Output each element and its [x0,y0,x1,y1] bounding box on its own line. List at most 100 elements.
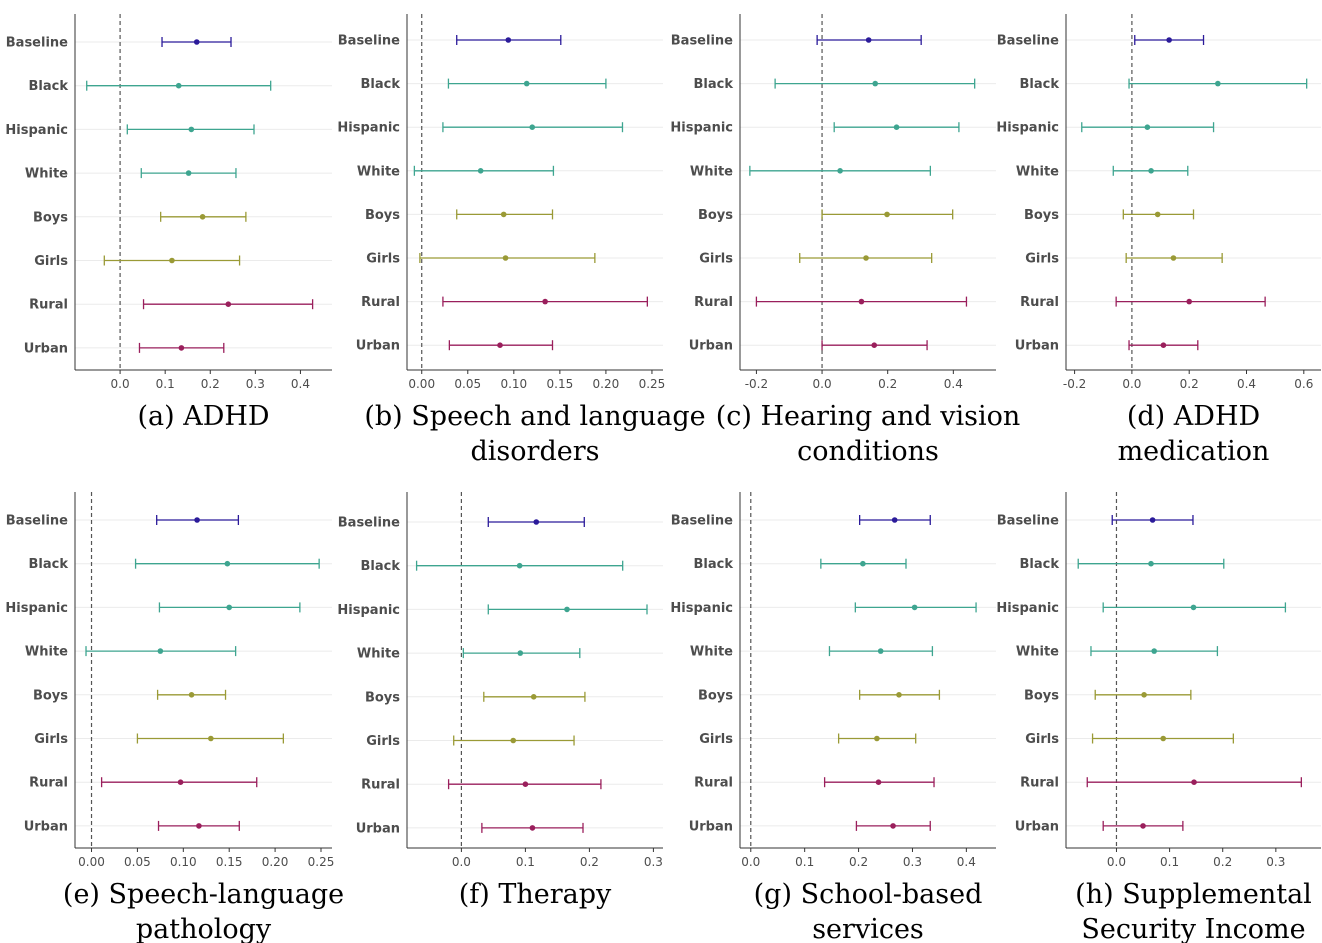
x-tick-label: 0.2 [878,377,897,391]
x-tick-label: -0.2 [745,377,768,391]
point-estimate [502,255,509,261]
point-estimate [884,211,890,218]
point-estimate [157,648,164,654]
category-label: Hispanic [670,121,733,136]
point-estimate [1191,779,1197,785]
category-label: Baseline [997,514,1059,529]
point-estimate [194,517,200,523]
category-label: Rural [29,776,68,791]
category-label: Rural [694,776,733,791]
category-label: Girls [34,254,68,269]
panel-b: 0.00 0.05 0.10 0.15 0.20 0.25 Baseline Black His… [337,14,706,467]
category-label: Rural [694,295,733,310]
category-label: Girls [366,252,400,267]
category-label: Boys [1024,208,1059,223]
x-tick-label: 0.0 [1107,855,1126,869]
point-estimate [529,124,536,130]
x-tick-label: 0.3 [903,855,922,869]
point-estimate [510,737,517,744]
point-estimate [865,37,872,43]
point-estimate [505,37,512,43]
point-estimate [872,80,879,87]
x-tick-label: 0.4 [944,377,963,391]
category-label: White [357,164,400,179]
category-label: Boys [698,688,733,703]
category-label: Black [361,77,401,92]
x-tick-label: 0.2 [580,855,599,869]
category-label: Urban [1015,339,1059,354]
x-tick-label: 0.25 [308,855,335,869]
category-label: Urban [689,339,733,354]
x-tick-label: 0.15 [547,377,574,391]
category-label: Black [1020,77,1060,92]
panel-caption: (g) School-based [754,879,983,910]
category-label: Rural [1020,295,1059,310]
category-label: Baseline [997,34,1059,49]
x-tick-label: 0.2 [1180,377,1199,391]
category-label: Hispanic [996,121,1059,136]
x-tick-label: 0.2 [1213,855,1232,869]
x-tick-label: -0.2 [1063,377,1086,391]
point-estimate [863,255,869,261]
category-label: Girls [699,732,733,747]
point-estimate [175,82,182,89]
x-tick-label: 0.1 [795,855,814,869]
panel-caption: pathology [136,914,272,943]
category-label: Black [29,79,69,94]
point-estimate [564,606,570,613]
category-label: White [690,164,733,179]
x-tick-label: 0.20 [262,855,289,869]
category-label: White [357,647,400,662]
point-estimate [1215,80,1221,87]
x-tick-label: 0.4 [1237,377,1256,391]
point-estimate [225,301,232,308]
category-label: Urban [356,339,400,354]
category-label: Hispanic [337,121,400,136]
category-label: Girls [34,732,68,747]
category-label: Girls [1025,252,1059,267]
point-estimate [542,298,548,305]
category-label: White [25,645,68,660]
point-estimate [1190,604,1197,611]
point-estimate [199,214,206,220]
point-estimate [530,694,537,700]
category-label: Boys [365,690,400,705]
panel-caption: services [812,914,924,943]
x-tick-label: 0.1 [1160,855,1179,869]
point-estimate [1148,168,1154,174]
x-tick-label: 0.0 [1122,377,1141,391]
point-estimate [523,80,530,87]
category-label: White [25,167,68,182]
point-estimate [1149,517,1156,523]
panel-caption: disorders [471,436,600,467]
panel-e: 0.00 0.05 0.10 0.15 0.20 0.25 Baseline Black His… [5,492,344,943]
x-tick-label: 0.15 [216,855,243,869]
category-label: White [690,645,733,660]
category-label: Urban [24,341,68,356]
category-label: Hispanic [5,601,68,616]
category-label: Hispanic [670,601,733,616]
category-label: Rural [1020,776,1059,791]
point-estimate [911,604,918,611]
point-estimate [477,168,484,174]
point-estimate [837,168,843,174]
category-label: Hispanic [5,123,68,138]
category-label: Black [29,557,69,572]
category-label: Black [694,77,734,92]
x-tick-label: 0.0 [452,855,471,869]
panel-caption: (a) ADHD [137,401,269,432]
point-estimate [188,126,195,133]
category-label: Rural [29,298,68,313]
x-tick-label: 0.3 [644,855,663,869]
point-estimate [1141,692,1147,698]
x-tick-label: 0.0 [813,377,832,391]
x-tick-label: 0.1 [516,855,535,869]
x-tick-label: 0.10 [500,377,527,391]
point-estimate [1148,560,1154,567]
category-label: Boys [33,210,68,225]
category-label: Baseline [6,514,68,529]
point-estimate [896,692,902,698]
point-estimate [891,517,898,523]
point-estimate [522,781,529,787]
panel-caption: (f) Therapy [459,879,612,910]
